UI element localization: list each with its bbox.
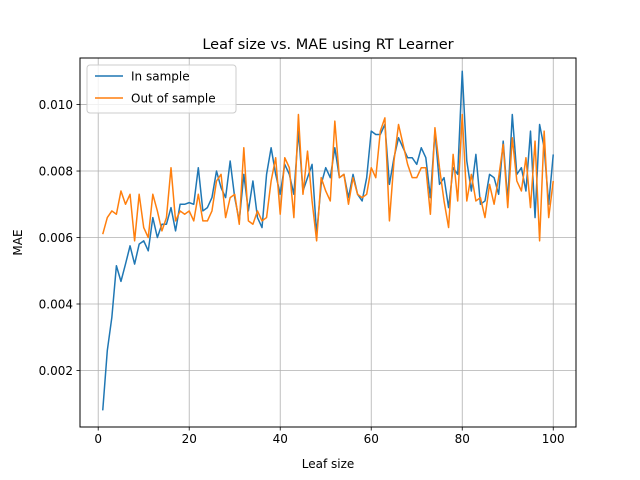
x-tick-label: 80 [455, 432, 470, 446]
series-layer [102, 70, 554, 411]
chart-title: Leaf size vs. MAE using RT Learner [202, 37, 453, 53]
x-axis-ticks: 0 20 40 60 80 100 [94, 427, 565, 446]
legend-label-out-of-sample: Out of sample [131, 92, 216, 106]
x-tick-label: 20 [182, 432, 197, 446]
legend-box [86, 64, 237, 114]
y-tick-label: 0.002 [39, 364, 73, 378]
plot-frame [79, 57, 577, 428]
y-tick-label: 0.008 [39, 164, 73, 178]
legend: In sample Out of sample [86, 64, 237, 114]
x-tick-label: 100 [542, 432, 565, 446]
series-line-out-of-sample [102, 113, 554, 242]
x-tick-label: 60 [364, 432, 379, 446]
x-tick-label: 40 [273, 432, 288, 446]
x-axis-label: Leaf size [302, 457, 355, 471]
y-axis-label: MAE [11, 229, 25, 255]
y-tick-label: 0.010 [39, 98, 73, 112]
x-tick-label: 0 [94, 432, 102, 446]
legend-label-in-sample: In sample [131, 70, 190, 84]
y-tick-label: 0.006 [39, 231, 73, 245]
y-axis-ticks: 0.002 0.004 0.006 0.008 0.010 [39, 98, 80, 378]
y-tick-label: 0.004 [39, 297, 73, 311]
